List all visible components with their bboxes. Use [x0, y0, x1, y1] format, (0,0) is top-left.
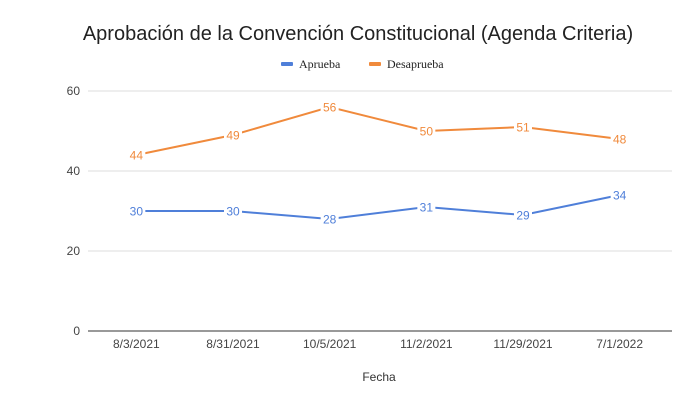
chart-title: Aprobación de la Convención Constitucion… — [83, 23, 633, 45]
gridlines: 0 20 40 60 — [67, 84, 672, 338]
y-tick-label: 60 — [67, 84, 81, 98]
data-label: 29 — [516, 209, 530, 223]
data-label: 50 — [420, 125, 434, 139]
data-label: 44 — [130, 149, 144, 163]
x-axis-title: Fecha — [362, 370, 396, 384]
data-label: 31 — [420, 201, 434, 215]
data-label: 48 — [613, 133, 627, 147]
y-tick-label: 20 — [67, 244, 81, 258]
y-tick-label: 0 — [73, 324, 80, 338]
data-label-bg — [320, 212, 339, 225]
x-tick-label: 8/31/2021 — [206, 337, 260, 351]
data-label: 30 — [226, 205, 240, 219]
data-label-bg — [514, 208, 532, 221]
data-label-bg — [514, 120, 532, 133]
x-tick-label: 7/1/2022 — [596, 337, 643, 351]
data-label-bg — [320, 100, 339, 113]
data-label: 51 — [516, 121, 530, 135]
data-label: 30 — [130, 205, 144, 219]
data-label-bg — [417, 124, 436, 137]
data-label-bg — [224, 204, 242, 217]
data-label-bg — [224, 128, 242, 141]
x-tick-label: 8/3/2021 — [113, 337, 160, 351]
x-axis-ticks: 8/3/2021 8/31/2021 10/5/2021 11/2/2021 11/29… — [113, 337, 643, 351]
data-label-bg — [610, 188, 629, 201]
series-line-desaprueba — [136, 105, 620, 156]
legend: Aprueba Desaprueba — [281, 57, 444, 71]
legend-label: Aprueba — [299, 57, 341, 71]
legend-label: Desaprueba — [387, 57, 444, 71]
data-label: 28 — [323, 213, 337, 227]
data-label-bg — [610, 132, 629, 145]
data-label: 56 — [323, 101, 337, 115]
series-group: 30 30 28 31 29 34 44 49 56 50 51 48 — [127, 100, 629, 227]
x-tick-label: 11/2/2021 — [400, 337, 453, 351]
data-label: 34 — [613, 189, 627, 203]
series-line-aprueba — [136, 194, 620, 221]
x-tick-label: 11/29/2021 — [493, 337, 552, 351]
legend-swatch — [281, 62, 293, 66]
x-tick-label: 10/5/2021 — [303, 337, 357, 351]
data-label-bg — [127, 148, 146, 161]
data-label-bg — [417, 200, 436, 213]
data-label: 49 — [226, 129, 240, 143]
legend-swatch — [369, 62, 381, 66]
y-tick-label: 40 — [67, 164, 81, 178]
data-label-bg — [127, 204, 146, 217]
